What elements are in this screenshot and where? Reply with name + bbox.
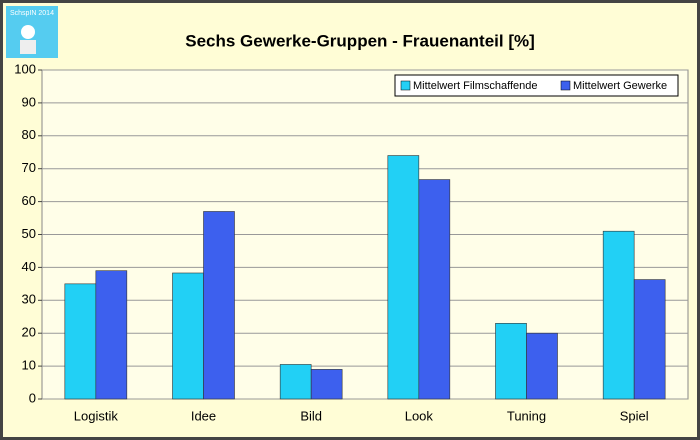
logo-text: SchspIN 2014 bbox=[10, 10, 54, 17]
y-tick-label: 80 bbox=[22, 127, 36, 142]
bar bbox=[95, 270, 128, 400]
logo: SchspIN 2014 bbox=[6, 6, 58, 58]
y-tick-label: 70 bbox=[22, 160, 36, 175]
bar bbox=[279, 364, 312, 400]
bar bbox=[310, 369, 343, 400]
legend-label: Mittelwert Filmschaffende bbox=[413, 80, 538, 92]
y-tick-label: 0 bbox=[29, 390, 36, 405]
y-tick-label: 50 bbox=[22, 226, 36, 241]
y-tick-label: 10 bbox=[22, 358, 36, 373]
legend-swatch bbox=[560, 80, 571, 91]
bar bbox=[172, 272, 204, 400]
bar bbox=[64, 283, 97, 400]
logo-figure bbox=[21, 25, 35, 39]
y-tick-label: 40 bbox=[22, 259, 36, 274]
bar bbox=[633, 279, 666, 400]
logo-figure bbox=[20, 40, 36, 54]
bar bbox=[602, 230, 635, 400]
bar bbox=[203, 211, 235, 400]
x-tick-label: Logistik bbox=[74, 408, 119, 423]
x-tick-label: Spiel bbox=[620, 408, 649, 423]
x-tick-label: Tuning bbox=[507, 408, 546, 423]
y-tick-label: 90 bbox=[22, 94, 36, 109]
legend-swatch bbox=[400, 80, 411, 91]
x-tick-label: Bild bbox=[300, 408, 322, 423]
bar bbox=[418, 179, 451, 400]
legend-label: Mittelwert Gewerke bbox=[573, 80, 667, 92]
x-tick-label: Look bbox=[405, 408, 434, 423]
y-tick-label: 30 bbox=[22, 292, 36, 307]
legend-box bbox=[394, 74, 679, 97]
chart-title: Sechs Gewerke-Gruppen - Frauenanteil [%] bbox=[185, 31, 535, 50]
bar bbox=[387, 155, 420, 400]
y-tick-label: 100 bbox=[14, 61, 36, 76]
x-tick-label: Idee bbox=[191, 408, 216, 423]
bar bbox=[495, 323, 527, 400]
legend: Mittelwert Filmschaffende Mittelwert Gew… bbox=[394, 74, 679, 97]
y-tick-label: 20 bbox=[22, 325, 36, 340]
y-tick-label: 60 bbox=[22, 193, 36, 208]
bar bbox=[526, 332, 558, 400]
